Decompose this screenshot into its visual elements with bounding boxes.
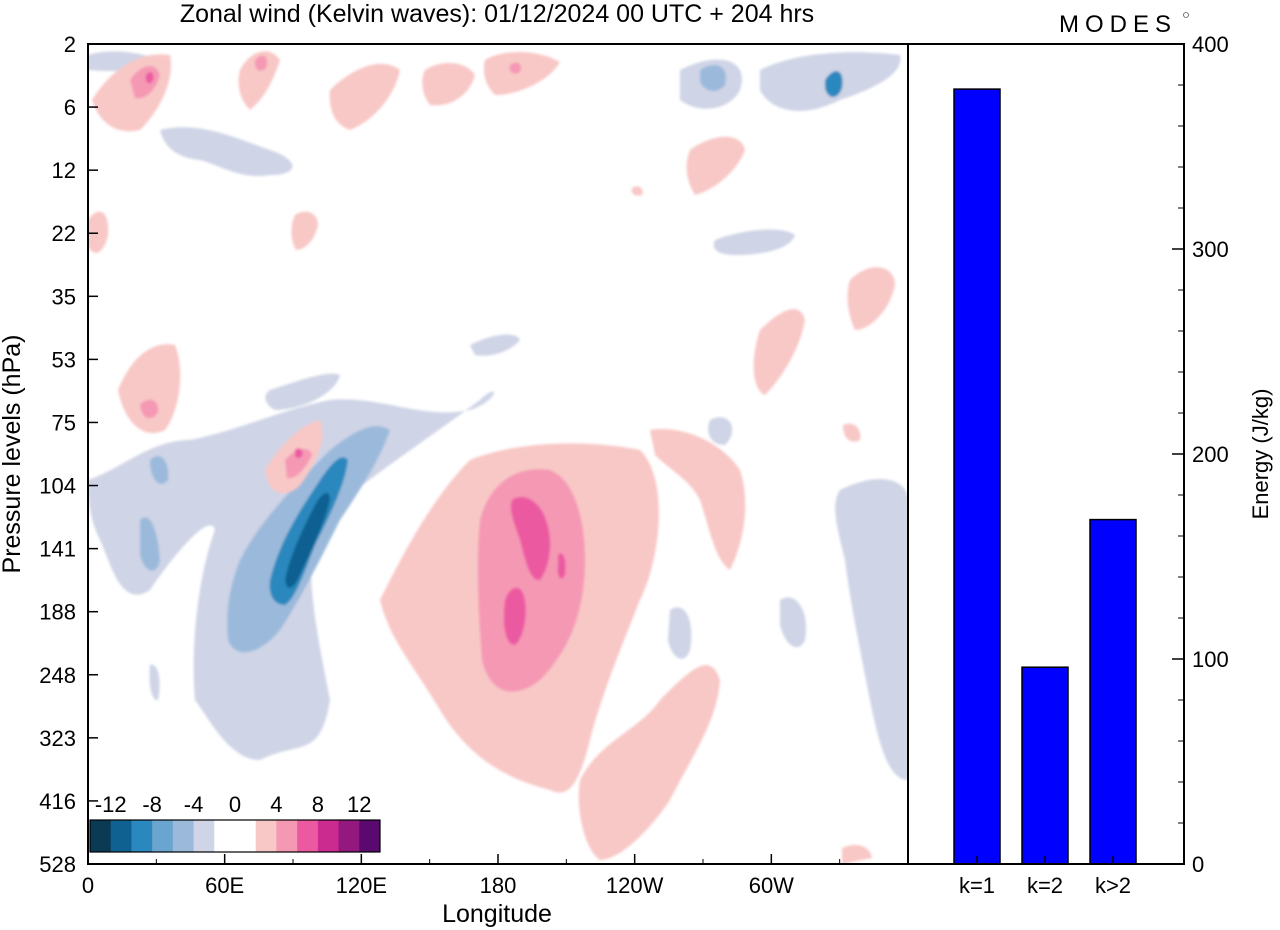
colorbar: -12 -8 -4 0 4 8 12 <box>88 784 382 858</box>
bar-category-label: k=2 <box>1027 873 1063 898</box>
x-tick-label: 60E <box>205 873 244 898</box>
energy-y-tick-label: 400 <box>1192 32 1229 57</box>
colorbar-label: 8 <box>312 792 324 817</box>
contour-panel: -12 -8 -4 0 4 8 12 2 6 12 22 35 53 75 104 141 188 248 323… <box>0 32 909 928</box>
colorbar-swatch <box>110 820 132 852</box>
y-tick-label: 53 <box>52 347 76 372</box>
y-tick-label: 22 <box>52 221 76 246</box>
colorbar-swatch <box>172 820 195 852</box>
colorbar-label: 12 <box>347 792 371 817</box>
energy-y-tick-label: 200 <box>1192 442 1229 467</box>
contour-y-axis: 2 6 12 22 35 53 75 104 141 188 248 323 416 528 <box>39 32 98 877</box>
contour-y-axis-label: Pressure levels (hPa) <box>0 335 26 574</box>
y-tick-label: 75 <box>52 410 76 435</box>
colorbar-label: -4 <box>184 792 204 817</box>
energy-y-tick-label: 0 <box>1192 852 1204 877</box>
energy-bar-k=2 <box>1021 666 1069 865</box>
y-tick-label: 2 <box>64 32 76 57</box>
modes-logo: MODES <box>1059 11 1177 38</box>
colorbar-frame <box>89 819 381 853</box>
colorbar-label: -8 <box>142 792 162 817</box>
colorbar-swatch <box>359 820 381 852</box>
contour-fills <box>88 51 908 864</box>
colorbar-swatch <box>235 820 257 852</box>
colorbar-swatch <box>214 820 236 852</box>
energy-bar-k=1 <box>953 88 1001 865</box>
x-tick-label: 0 <box>82 873 94 898</box>
energy-bar-k>2 <box>1089 518 1137 865</box>
energy-y-tick-label: 300 <box>1192 237 1229 262</box>
y-tick-label: 104 <box>39 474 76 499</box>
colorbar-swatch <box>276 820 298 852</box>
energy-y-tick-label: 100 <box>1192 647 1229 672</box>
colorbar-label: 0 <box>229 792 241 817</box>
x-tick-label: 120W <box>606 873 664 898</box>
y-tick-label: 248 <box>39 663 76 688</box>
x-tick-label: 180 <box>480 873 517 898</box>
bar-category-label: k>2 <box>1095 873 1131 898</box>
chart-title: Zonal wind (Kelvin waves): 01/12/2024 00… <box>180 0 814 28</box>
x-tick-label: 120E <box>336 873 387 898</box>
y-tick-label: 35 <box>52 284 76 309</box>
contour-x-axis-label: Longitude <box>442 900 552 928</box>
y-tick-label: 323 <box>39 726 76 751</box>
energy-y-axis: 0 100 200 300 400 <box>1172 32 1229 877</box>
colorbar-swatch <box>131 820 153 852</box>
colorbar-swatch <box>317 820 340 852</box>
colorbar-swatch <box>297 820 319 852</box>
logo-registered-mark <box>1183 12 1189 18</box>
y-tick-label: 416 <box>39 789 76 814</box>
colorbar-swatch <box>152 820 174 852</box>
energy-panel: 0 100 200 300 400 k=1 k=2 k>2 Energy (J/kg) <box>907 32 1273 898</box>
colorbar-swatch <box>90 820 112 852</box>
energy-y-axis-label: Energy (J/kg) <box>1248 389 1273 520</box>
y-tick-label: 528 <box>39 852 76 877</box>
bar-category-label: k=1 <box>959 873 995 898</box>
negative-anomaly-core <box>285 492 330 588</box>
contour-x-axis: 0 60E 120E 180 120W 60W <box>82 854 841 898</box>
y-tick-label: 188 <box>39 600 76 625</box>
y-tick-label: 6 <box>64 95 76 120</box>
colorbar-swatch <box>255 820 277 852</box>
colorbar-label: -12 <box>95 792 127 817</box>
positive-anomaly-medium <box>130 55 585 692</box>
colorbar-swatch <box>193 820 215 852</box>
positive-anomaly-strong <box>145 72 566 645</box>
x-tick-label: 60W <box>749 873 794 898</box>
colorbar-swatch <box>338 820 360 852</box>
y-tick-label: 12 <box>52 158 76 183</box>
y-tick-label: 141 <box>39 537 76 562</box>
energy-x-axis: k=1 k=2 k>2 <box>959 856 1131 898</box>
colorbar-label: 4 <box>270 792 282 817</box>
